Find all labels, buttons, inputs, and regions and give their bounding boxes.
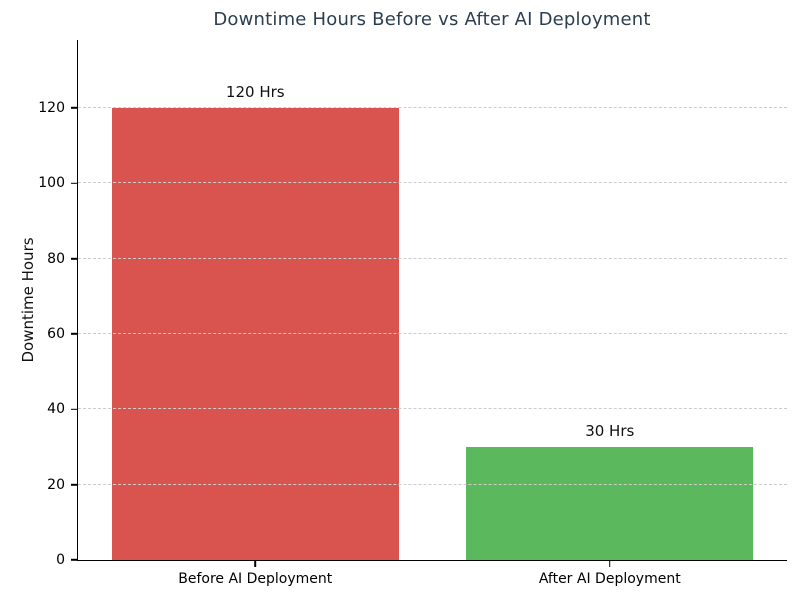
bar-value-label: 120 Hrs — [225, 82, 285, 101]
x-tick-mark — [254, 560, 257, 567]
x-tick-label: Before AI Deployment — [178, 571, 333, 587]
y-tick-mark — [71, 107, 78, 109]
y-tick-label: 20 — [47, 476, 65, 493]
y-tick-mark — [71, 408, 78, 411]
y-tick-mark — [71, 333, 78, 335]
plot-area: 0 20 40 60 80 100 120 120 Hrs Before AI Deployme… — [38, 40, 787, 587]
x-tick-label: After AI Deployment — [538, 571, 681, 587]
y-tick-label: 40 — [47, 401, 65, 418]
y-tick-mark — [71, 257, 78, 260]
y-tick-label: 100 — [38, 175, 65, 192]
bar — [466, 446, 754, 560]
y-tick-label: 0 — [56, 552, 65, 568]
x-tick-mark — [608, 560, 611, 567]
y-tick-label: 120 — [38, 99, 65, 116]
bar — [111, 107, 399, 560]
bar-value-label: 30 Hrs — [585, 421, 635, 440]
y-tick-label: 80 — [47, 250, 65, 267]
chart-title: Downtime Hours Before vs After AI Deploy… — [213, 9, 651, 30]
y-axis-label: Downtime Hours — [19, 237, 37, 363]
y-tick-mark — [71, 559, 78, 561]
y-tick-mark — [71, 483, 78, 486]
y-tick-mark — [71, 182, 78, 184]
y-tick-label: 60 — [47, 325, 65, 342]
